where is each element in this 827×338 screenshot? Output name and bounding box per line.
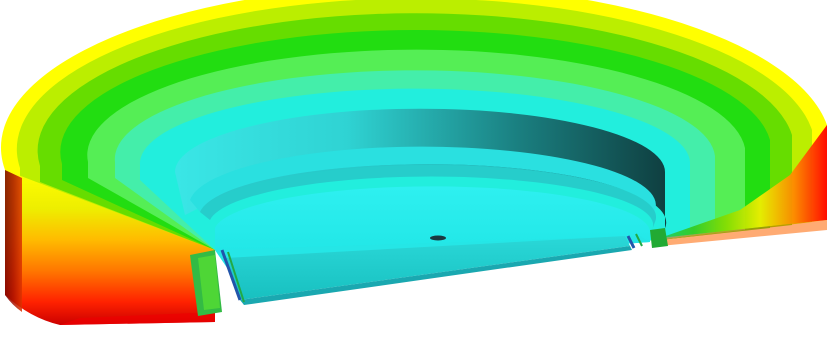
disk-front-cut [225, 236, 632, 305]
inner-step-ledge [190, 146, 657, 230]
seal-groove [220, 233, 643, 303]
inner-bore-wall [175, 108, 667, 240]
right-cut-face [650, 125, 827, 248]
left-cut-face [5, 170, 222, 325]
